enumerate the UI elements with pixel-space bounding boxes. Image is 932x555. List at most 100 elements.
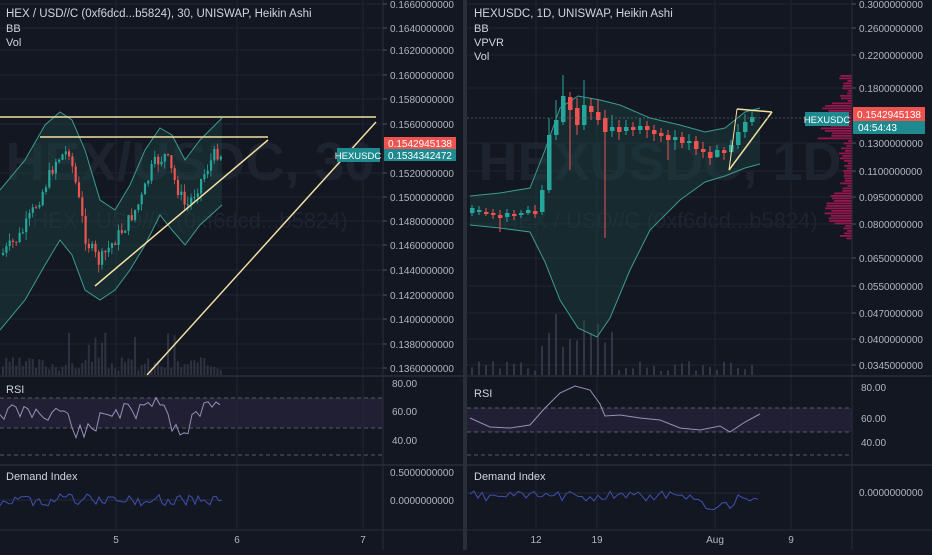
- right-price-tick: 0.1100000000: [859, 167, 923, 178]
- right-candle: [743, 122, 748, 132]
- left-volume-bar: [127, 358, 130, 375]
- right-volume-bar: [541, 346, 543, 375]
- right-candle: [708, 152, 713, 158]
- left-demand-tick: 0.0000000000: [390, 496, 454, 507]
- left-candle: [74, 166, 77, 183]
- left-volume-bar: [28, 358, 31, 375]
- right-demand-pane: [467, 490, 760, 510]
- right-candle: [477, 210, 482, 212]
- right-candle: [694, 141, 699, 149]
- left-candle: [206, 170, 209, 175]
- right-vpvr-bar: [820, 127, 852, 130]
- right-volume-bar: [744, 369, 746, 375]
- left-volume-bar: [167, 333, 169, 375]
- right-demand-label[interactable]: Demand Index: [474, 471, 546, 483]
- right-vpvr-bar: [844, 165, 852, 167]
- right-vpvr-bar: [843, 175, 852, 177]
- right-vpvr-bar: [833, 200, 852, 202]
- right-indicator-bb[interactable]: BB: [474, 23, 489, 35]
- left-volume-bar: [25, 361, 28, 375]
- left-volume-bar: [41, 359, 44, 375]
- left-candle: [219, 156, 222, 160]
- right-price-axis[interactable]: 0.3000000000 0.2600000000 0.2200000000 0.18…: [530, 0, 923, 550]
- left-rsi-band: [0, 398, 383, 428]
- left-candle: [25, 218, 28, 233]
- right-volume-bar: [681, 363, 683, 375]
- left-volume-bar: [124, 362, 127, 375]
- right-vpvr-bar: [847, 100, 852, 102]
- right-volume-bar: [618, 370, 620, 375]
- right-vpvr-bar: [841, 97, 852, 100]
- left-volume-bar: [143, 363, 146, 375]
- left-price-tick: 0.1440000000: [390, 266, 454, 277]
- right-time-tick: Aug: [706, 535, 724, 546]
- left-candle: [120, 230, 123, 233]
- left-volume-bar: [140, 364, 143, 375]
- right-price-tick: 0.0650000000: [859, 254, 923, 265]
- left-volume-bar: [183, 364, 186, 375]
- left-candle: [11, 240, 15, 242]
- left-candle: [44, 187, 48, 192]
- right-rsi-label[interactable]: RSI: [474, 388, 492, 400]
- left-candle: [183, 191, 186, 205]
- left-candle: [104, 250, 107, 253]
- right-vpvr-bar: [843, 170, 852, 172]
- left-candle: [8, 240, 11, 247]
- right-indicator-vol[interactable]: Vol: [474, 51, 489, 63]
- right-price-tick: 0.0800000000: [859, 220, 923, 231]
- left-price-axis[interactable]: 0.1660000000 0.1640000000 0.1620000000 0.16…: [113, 0, 454, 550]
- right-candle: [666, 135, 671, 140]
- left-volume-bar: [193, 360, 196, 375]
- right-volume-bar: [569, 338, 571, 375]
- right-vpvr-bar: [826, 202, 852, 205]
- left-candle: [114, 243, 117, 245]
- right-price-tick: 0.0345000000: [859, 361, 923, 372]
- left-trendlines[interactable]: [0, 116, 377, 376]
- left-candle: [216, 148, 219, 160]
- right-candle: [673, 137, 678, 140]
- right-indicator-vpvr[interactable]: VPVR: [474, 37, 504, 49]
- left-candle: [173, 168, 176, 180]
- right-vpvr-bar: [832, 197, 852, 200]
- left-price-tick: 0.1360000000: [390, 364, 454, 375]
- left-demand-label[interactable]: Demand Index: [6, 471, 78, 483]
- svg-text:HEXUSDC: HEXUSDC: [804, 115, 851, 126]
- left-rsi-label[interactable]: RSI: [6, 384, 24, 396]
- left-price-tick: 0.1480000000: [390, 217, 454, 228]
- left-indicator-bb[interactable]: BB: [6, 23, 21, 35]
- layout-divider[interactable]: [463, 0, 467, 550]
- right-time-tick: 9: [788, 535, 794, 546]
- right-vpvr-bar: [831, 102, 852, 105]
- right-candles[interactable]: [470, 75, 755, 238]
- left-rsi-tick: 40.00: [392, 436, 417, 447]
- right-volume-bar: [527, 368, 529, 375]
- right-vpvr-bar: [839, 235, 852, 237]
- right-vpvr-bar: [843, 160, 852, 162]
- svg-text:0.1542945138: 0.1542945138: [388, 139, 452, 150]
- right-rsi-tick: 60.00: [861, 414, 886, 425]
- left-indicator-vol[interactable]: Vol: [6, 37, 21, 49]
- right-candle: [498, 215, 503, 218]
- left-watermark-symbol: HEX/USDC, 30: [5, 132, 374, 192]
- right-chart-title[interactable]: HEXUSDC, 1D, UNISWAP, Heikin Ashi: [474, 8, 673, 20]
- svg-text:0.1534342472: 0.1534342472: [388, 151, 452, 162]
- left-volume-bar: [134, 337, 136, 375]
- left-candle: [81, 197, 84, 216]
- left-current-price-badge: 0.1542945138: [384, 137, 456, 150]
- right-candle: [610, 127, 615, 131]
- left-volume-bar: [58, 370, 61, 375]
- left-chart-title[interactable]: HEX / USD//C (0xf6dcd...b5824), 30, UNIS…: [6, 8, 312, 20]
- left-candle: [77, 182, 81, 198]
- right-trendlines[interactable]: [467, 108, 852, 171]
- right-candle: [680, 137, 685, 143]
- right-vpvr-bar: [848, 90, 852, 92]
- right-vpvr-bar: [848, 140, 852, 142]
- right-current-price-badge: 0.1542945138 04:54:43: [853, 107, 925, 134]
- right-candle: [736, 132, 741, 145]
- right-candle: [484, 212, 489, 214]
- left-volume-bar: [137, 370, 140, 375]
- left-candles[interactable]: [2, 143, 222, 273]
- right-volume-bar: [646, 367, 648, 375]
- right-rsi-tick: 40.00: [861, 438, 886, 449]
